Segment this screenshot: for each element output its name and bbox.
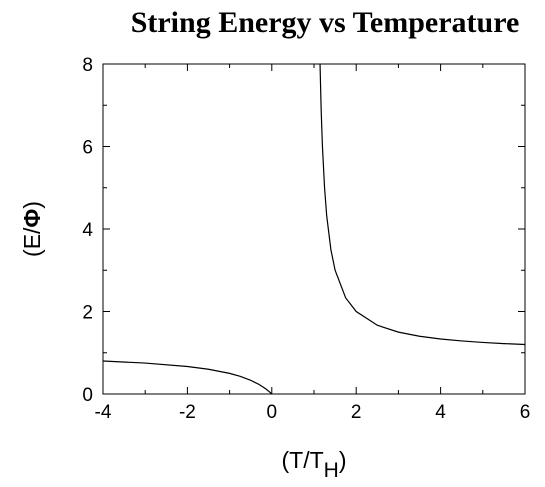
y-axis-label-symbol: Φ bbox=[19, 209, 45, 228]
y-tick-label: 0 bbox=[82, 385, 93, 406]
y-tick-label: 8 bbox=[82, 55, 93, 76]
plot-frame bbox=[102, 63, 526, 395]
x-axis-label-main: (T/T bbox=[282, 447, 324, 473]
x-tick-label: 2 bbox=[351, 402, 362, 423]
x-tick-label: 6 bbox=[520, 402, 531, 423]
x-tick-label: -2 bbox=[179, 402, 196, 423]
y-axis-label: (E/Φ) bbox=[19, 201, 45, 257]
x-tick-label: -4 bbox=[95, 402, 112, 423]
y-tick-label: 4 bbox=[82, 220, 93, 241]
x-tick-label: 0 bbox=[267, 402, 278, 423]
curves bbox=[102, 63, 526, 395]
y-ticks: 0 2 4 6 8 bbox=[82, 55, 525, 406]
series-line-2 bbox=[319, 63, 526, 346]
series-line-1 bbox=[102, 360, 273, 395]
y-tick-label: 6 bbox=[82, 138, 93, 159]
y-axis-label-open: (E/ bbox=[19, 227, 45, 257]
x-axis-label-subscript: H bbox=[324, 459, 339, 482]
y-tick-label: 2 bbox=[82, 303, 93, 324]
x-axis-label-close: ) bbox=[339, 447, 347, 473]
y-axis-label-close: ) bbox=[19, 201, 45, 209]
x-axis-label: (T/TH) bbox=[282, 447, 347, 482]
x-ticks: -4 -2 0 2 4 6 bbox=[95, 64, 531, 423]
chart-title: String Energy vs Temperature bbox=[131, 6, 520, 39]
x-tick-label: 4 bbox=[435, 402, 446, 423]
